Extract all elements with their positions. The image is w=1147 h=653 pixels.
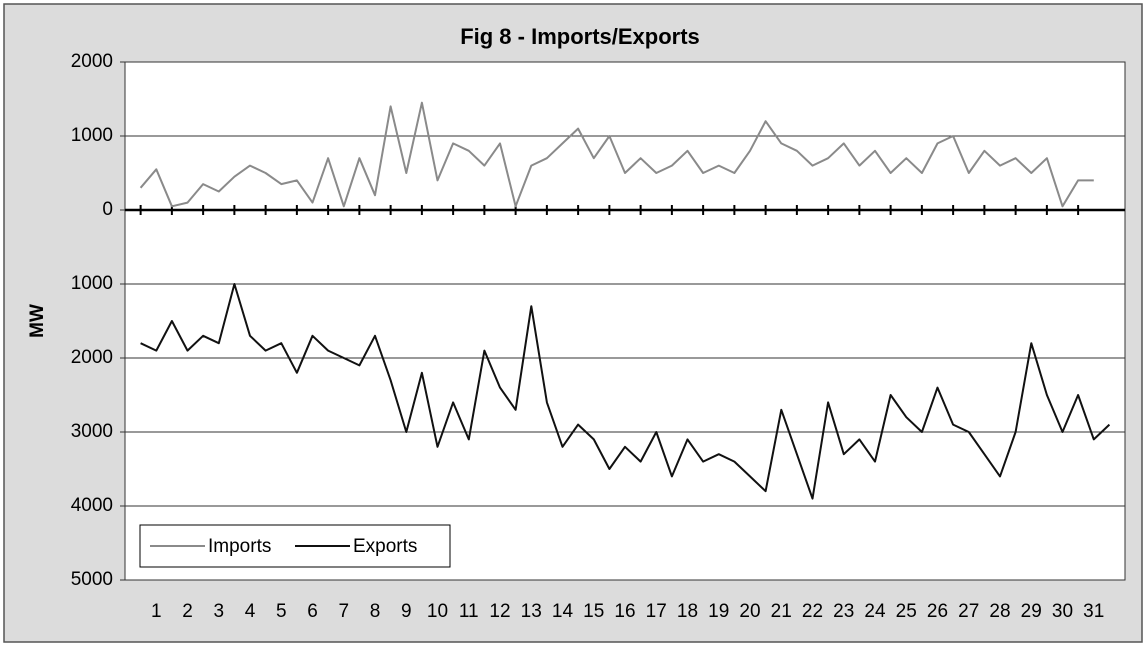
x-tick-label: 25 [896, 601, 917, 622]
y-axis-label: MW [27, 304, 48, 338]
y-tick-label: 3000 [71, 421, 113, 442]
plot-area [124, 61, 1126, 581]
x-tick-label: 20 [739, 601, 760, 622]
y-tick-label: 5000 [71, 569, 113, 590]
x-tick-label: 23 [833, 601, 854, 622]
x-tick-label: 4 [245, 601, 256, 622]
y-tick-label: 1000 [71, 125, 113, 146]
y-tick-label: 2000 [71, 347, 113, 368]
x-tick-label: 28 [989, 601, 1010, 622]
x-tick-label: 6 [307, 601, 318, 622]
legend: Imports Exports [139, 524, 451, 568]
x-tick-label: 13 [521, 601, 542, 622]
x-tick-label: 12 [489, 601, 510, 622]
data-line [139, 101, 1094, 208]
x-tick-label: 8 [370, 601, 381, 622]
x-tick-label: 22 [802, 601, 823, 622]
x-tick-label: 27 [958, 601, 979, 622]
x-tick-label: 3 [213, 601, 224, 622]
x-tick-label: 15 [583, 601, 604, 622]
x-tick-label: 10 [427, 601, 448, 622]
x-tick-label: 17 [646, 601, 667, 622]
x-tick-label: 16 [614, 601, 635, 622]
x-tick-label: 26 [927, 601, 948, 622]
x-tick-label: 21 [771, 601, 792, 622]
y-tick-label: 4000 [71, 495, 113, 516]
x-tick-label: 2 [182, 601, 193, 622]
x-tick-label: 24 [864, 601, 886, 622]
y-tick-label: 0 [102, 199, 113, 220]
x-tick-label: 7 [338, 601, 349, 622]
x-tick-label: 11 [459, 601, 479, 622]
x-tick-label: 9 [401, 601, 412, 622]
x-tick-label: 29 [1021, 601, 1042, 622]
x-tick-label: 30 [1052, 601, 1073, 622]
x-tick-label: 19 [708, 601, 729, 622]
x-tick-label: 5 [276, 601, 287, 622]
data-line [140, 283, 1111, 500]
x-tick-label: 14 [552, 601, 574, 622]
x-tick-label: 31 [1083, 601, 1104, 622]
y-tick-label: 2000 [71, 51, 113, 72]
chart-title: Fig 8 - Imports/Exports [460, 24, 700, 49]
y-tick-label: 1000 [71, 273, 113, 294]
x-tick-label: 1 [151, 601, 162, 622]
x-tick-label: 18 [677, 601, 698, 622]
legend-label: Exports [353, 536, 417, 557]
legend-label: Imports [208, 536, 271, 557]
